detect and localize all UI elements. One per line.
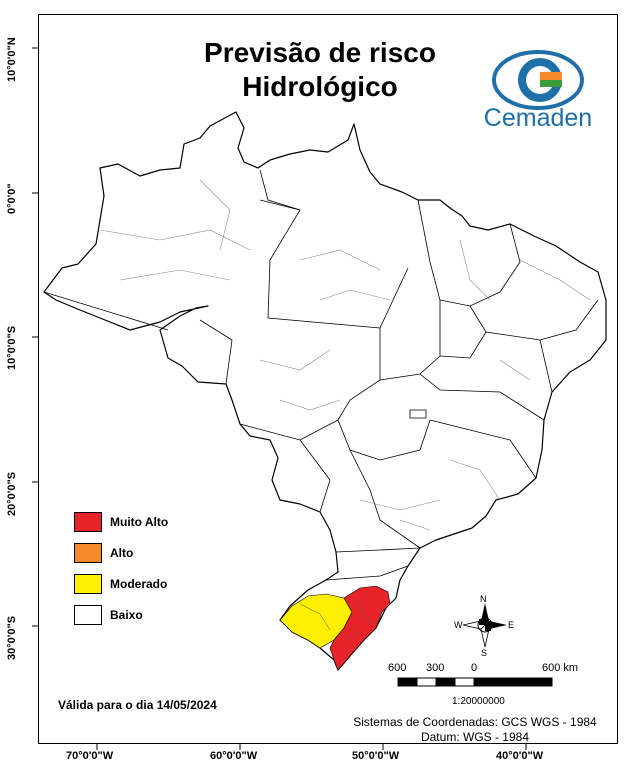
brazil-outline <box>43 111 607 671</box>
lon-label-50w: 50°0'0"W <box>352 750 400 762</box>
legend-label-muito-alto: Muito Alto <box>110 514 169 529</box>
legend-label-moderado: Moderado <box>110 576 168 591</box>
scale-label-300: 300 <box>426 662 445 674</box>
north-arrow-compass-icon <box>462 603 507 648</box>
scale-label-600: 600 <box>388 662 407 674</box>
legend-swatch-moderado <box>74 573 102 594</box>
coordinate-system-line-1: Sistemas de Coordenadas: GCS WGS - 1984 <box>353 715 597 729</box>
lat-label-20s: 20°0'0"S <box>6 471 18 516</box>
legend-swatch-baixo <box>74 604 102 625</box>
scale-label-0: 0 <box>471 662 478 674</box>
legend-swatch-alto <box>74 542 102 563</box>
lon-label-60w: 60°0'0"W <box>210 750 258 762</box>
lat-label-10n: 10°0'0"N <box>6 37 18 82</box>
lat-label-10s: 10°0'0"S <box>6 325 18 370</box>
compass-n-label: N <box>480 594 487 604</box>
title-line-2: Hidrológico <box>242 71 398 102</box>
legend-swatch-muito-alto <box>74 511 102 532</box>
coordinate-system: Sistemas de Coordenadas: GCS WGS - 1984 … <box>340 715 610 745</box>
state-borders <box>43 169 599 581</box>
legend: Muito Alto Alto Moderado Baixo <box>74 506 168 630</box>
regional-borders <box>99 179 591 531</box>
compass-e-label: E <box>508 620 515 630</box>
rs-regional-borders <box>299 599 373 641</box>
scale-label-600km: 600 km <box>542 662 579 674</box>
compass-s-label: S <box>481 648 488 658</box>
risk-area-muito-alto <box>329 585 391 671</box>
map-frame <box>38 14 618 744</box>
legend-label-baixo: Baixo <box>110 607 143 622</box>
map-title: Previsão de risco Hidrológico <box>150 36 490 104</box>
lon-label-40w: 40°0'0"W <box>496 750 544 762</box>
scale-ratio: 1:20000000 <box>452 696 505 707</box>
lat-label-30s: 30°0'0"S <box>6 615 18 660</box>
legend-item-alto: Alto <box>74 537 168 568</box>
lat-label-0: 0°0'0" <box>6 183 18 214</box>
scale-bar <box>397 677 553 687</box>
cemaden-eye-logo-icon <box>492 50 584 110</box>
legend-label-alto: Alto <box>110 545 134 560</box>
legend-item-baixo: Baixo <box>74 599 168 630</box>
validity-date: Válida para o dia 14/05/2024 <box>58 698 217 712</box>
graticule-ticks <box>32 47 527 750</box>
coordinate-system-line-2: Datum: WGS - 1984 <box>420 730 530 744</box>
logo-text: Cemaden <box>483 104 593 132</box>
lon-label-70w: 70°0'0"W <box>66 750 114 762</box>
title-line-1: Previsão de risco <box>204 37 436 68</box>
legend-item-muito-alto: Muito Alto <box>74 506 168 537</box>
legend-item-moderado: Moderado <box>74 568 168 599</box>
compass-w-label: W <box>454 620 463 630</box>
